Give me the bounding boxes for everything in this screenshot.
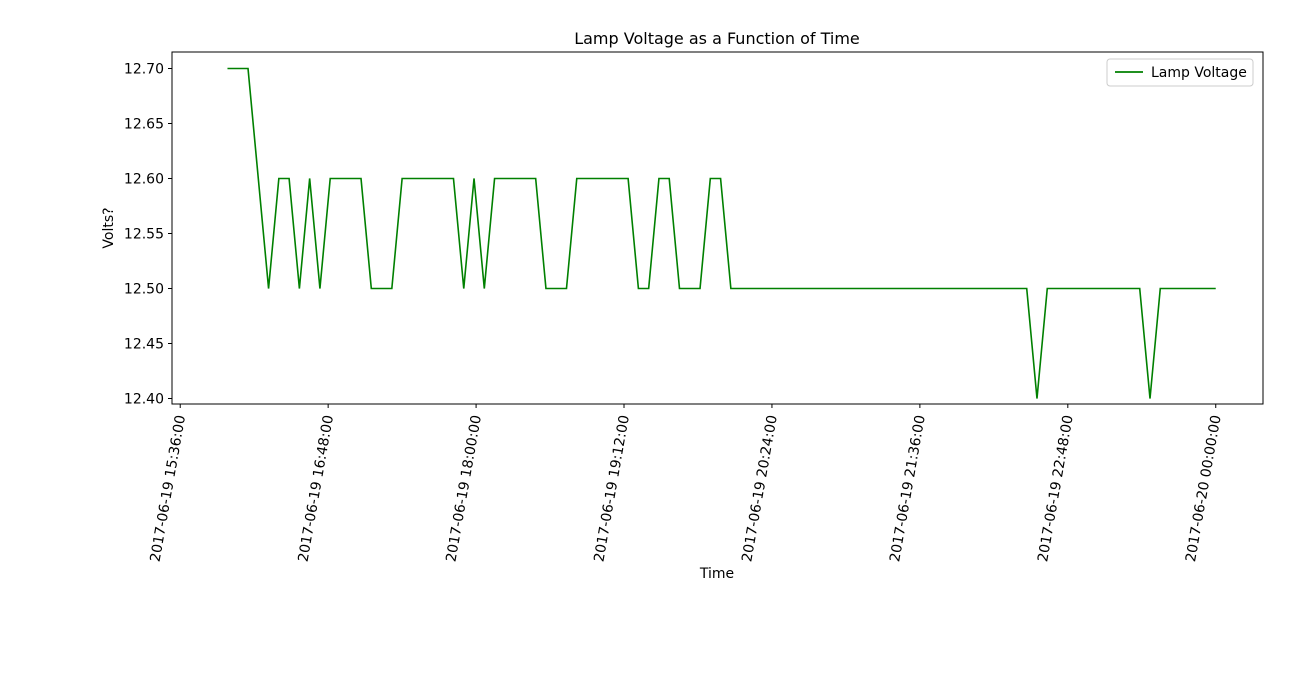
y-tick-label: 12.60 (124, 172, 164, 188)
y-tick-label: 12.45 (124, 337, 164, 353)
y-axis: 12.40 12.45 12.50 12.55 12.60 12.65 12.70 (124, 62, 172, 408)
y-tick-label: 12.50 (124, 282, 164, 298)
plot-frame (171, 51, 1264, 405)
series-layer (227, 67, 1216, 399)
legend: Lamp Voltage (1106, 58, 1254, 87)
x-axis-label: Time (699, 566, 734, 582)
y-axis-label: Volts? (101, 207, 117, 248)
legend-box (1106, 58, 1254, 87)
y-tick-label: 12.55 (124, 227, 164, 243)
y-tick-label: 12.40 (124, 392, 164, 408)
y-tick-label: 12.65 (124, 117, 164, 133)
plot-area (172, 52, 1263, 404)
chart-title: Lamp Voltage as a Function of Time (574, 29, 860, 48)
y-tick-label: 12.70 (124, 62, 164, 78)
legend-label: Lamp Voltage (1151, 65, 1247, 81)
series-line-lamp-voltage (227, 67, 1216, 399)
